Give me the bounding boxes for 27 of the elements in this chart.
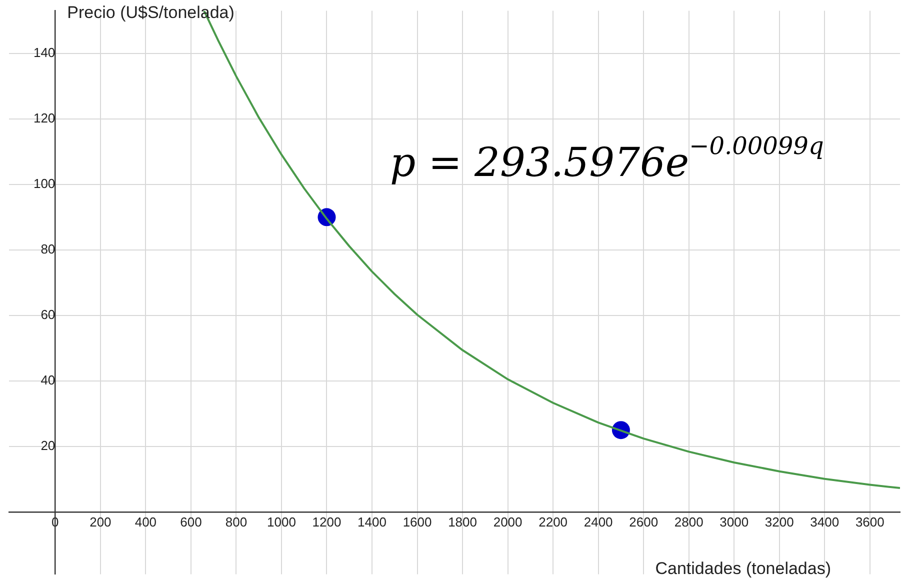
y-tick-label: 20 (40, 438, 56, 454)
y-tick-label: 120 (33, 110, 56, 126)
y-tick-label: 40 (40, 372, 56, 388)
y-tick-label: 140 (33, 44, 56, 60)
y-tick-label: 60 (40, 307, 56, 322)
x-tick-label: 200 (90, 514, 112, 530)
x-tick-label: 2800 (674, 514, 704, 530)
y-tick-label: 80 (40, 241, 56, 256)
x-tick-label: 600 (180, 514, 202, 530)
y-tick-label: 100 (33, 176, 56, 191)
x-tick-label: 400 (134, 514, 157, 530)
x-tick-label: 1000 (267, 514, 296, 530)
x-tick-label: 2000 (493, 514, 522, 530)
x-axis-title: Cantidades (toneladas) (655, 559, 831, 578)
x-tick-label: 3000 (720, 514, 749, 530)
x-tick-label: 1800 (448, 514, 477, 530)
x-tick-label: 3200 (764, 514, 794, 530)
x-tick-label: 3400 (810, 514, 840, 530)
x-tick-label: 2400 (584, 514, 613, 530)
x-tick-label: 2600 (629, 514, 658, 530)
x-tick-label: 2200 (538, 514, 568, 530)
x-tick-label: 3600 (855, 514, 884, 530)
x-tick-label: 1200 (312, 514, 342, 530)
x-tick-label: 1400 (358, 514, 386, 530)
x-tick-label: 1600 (402, 514, 432, 530)
y-axis-title: Precio (U$S/tonelada) (67, 3, 234, 22)
x-tick-label: 800 (225, 514, 248, 530)
